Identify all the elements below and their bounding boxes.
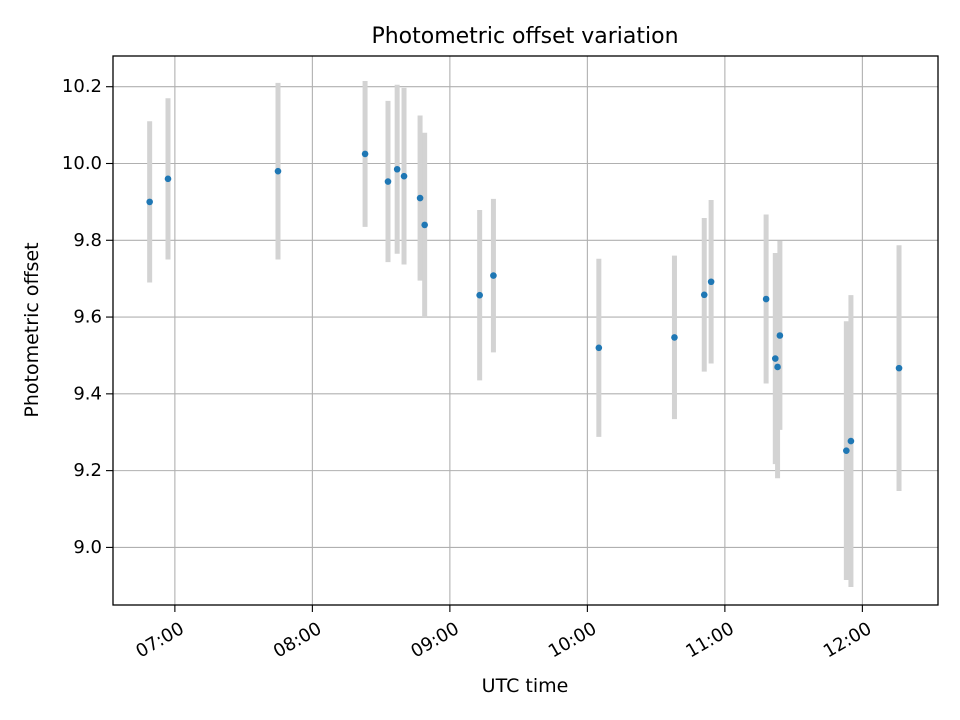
data-point bbox=[707, 278, 715, 286]
y-axis-ticks: 9.0 9.2 9.4 9.6 9.8 10.0 10.2 bbox=[62, 76, 113, 558]
data-point bbox=[274, 167, 282, 175]
y-tick-label: 9.4 bbox=[73, 383, 102, 404]
plot-frame bbox=[112, 55, 939, 606]
data-point bbox=[774, 363, 781, 371]
data-point bbox=[164, 175, 172, 183]
data-point bbox=[762, 295, 770, 303]
data-point bbox=[476, 291, 483, 299]
data-point bbox=[595, 344, 603, 352]
y-tick-label: 10.0 bbox=[62, 153, 102, 174]
data-point bbox=[361, 150, 369, 158]
data-point bbox=[671, 334, 678, 341]
data-point bbox=[421, 221, 428, 229]
data-point bbox=[843, 447, 850, 454]
x-axis-label: UTC time bbox=[482, 675, 569, 697]
data-point bbox=[847, 437, 855, 445]
y-tick-label: 9.6 bbox=[73, 307, 102, 328]
grid-lines bbox=[113, 56, 938, 605]
data-points bbox=[146, 150, 903, 454]
y-tick-label: 9.0 bbox=[73, 537, 102, 558]
data-point bbox=[776, 332, 784, 339]
y-tick-label: 10.2 bbox=[62, 76, 102, 97]
data-point bbox=[700, 291, 708, 299]
y-tick-label: 9.8 bbox=[73, 230, 102, 251]
y-tick-label: 9.2 bbox=[73, 460, 102, 481]
chart-title: Photometric offset variation bbox=[371, 24, 678, 49]
data-point bbox=[393, 165, 401, 173]
data-point bbox=[146, 198, 153, 206]
data-point bbox=[771, 355, 779, 362]
y-axis-label: Photometric offset bbox=[21, 242, 43, 417]
data-point bbox=[384, 178, 392, 185]
data-point bbox=[416, 194, 424, 202]
data-point bbox=[400, 172, 408, 180]
data-point bbox=[490, 272, 497, 279]
data-point bbox=[895, 364, 903, 372]
